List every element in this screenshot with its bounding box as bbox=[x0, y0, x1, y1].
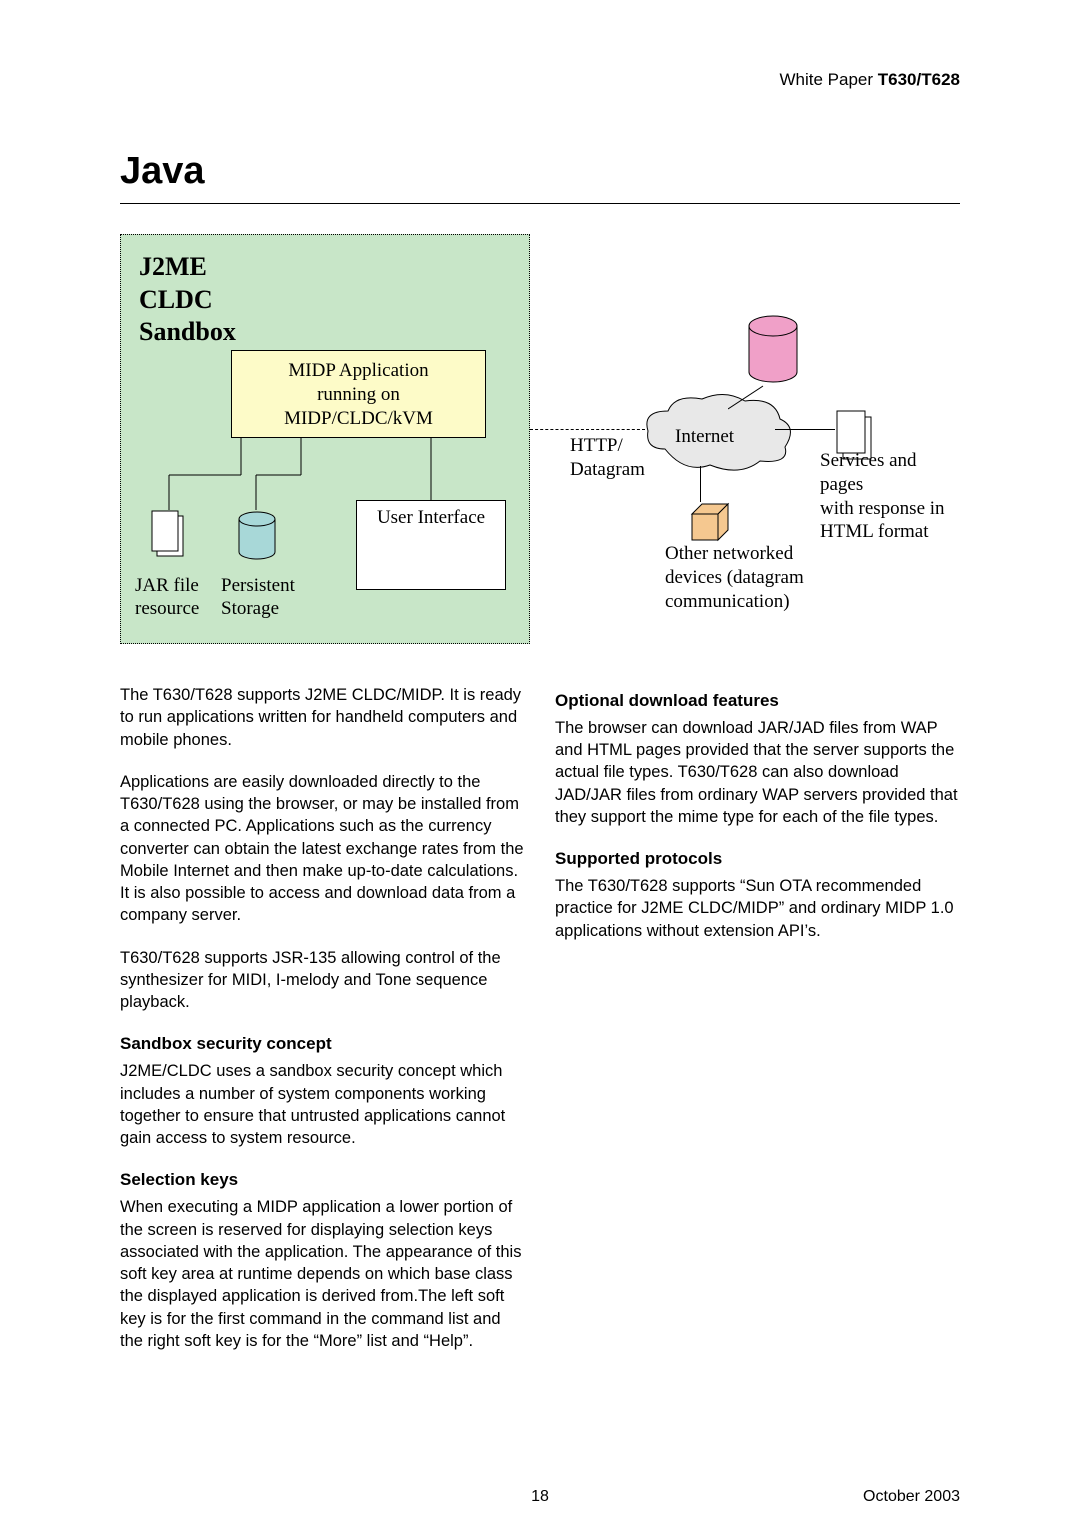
app-l3: MIDP/CLDC/kVM bbox=[232, 407, 485, 431]
column-right: Optional download features The browser c… bbox=[555, 684, 960, 1372]
jar-l1: JAR file bbox=[135, 575, 199, 598]
other-l3: communication) bbox=[665, 590, 804, 614]
other-label: Other networked devices (datagram commun… bbox=[665, 542, 804, 613]
footer-page: 18 bbox=[531, 1488, 549, 1506]
http-label: HTTP/ Datagram bbox=[570, 434, 645, 482]
cylinder-icon bbox=[236, 510, 278, 562]
services-l1: Services and pages bbox=[820, 449, 960, 497]
p-protocols: The T630/T628 supports “Sun OTA recommen… bbox=[555, 875, 960, 942]
p-jsr: T630/T628 supports JSR-135 allowing cont… bbox=[120, 947, 525, 1014]
header: White Paper T630/T628 bbox=[780, 70, 961, 90]
sandbox-title-l1: J2ME bbox=[139, 251, 236, 284]
sandbox-title: J2ME CLDC Sandbox bbox=[139, 251, 236, 349]
p-download: Applications are easily downloaded direc… bbox=[120, 771, 525, 927]
ui-box: User Interface bbox=[356, 500, 506, 590]
server-cylinder-icon bbox=[745, 314, 801, 386]
header-prefix: White Paper bbox=[780, 70, 878, 89]
app-l1: MIDP Application bbox=[232, 359, 485, 383]
jar-label: JAR file resource bbox=[135, 575, 199, 621]
app-box: MIDP Application running on MIDP/CLDC/kV… bbox=[231, 350, 486, 438]
h-optional: Optional download features bbox=[555, 690, 960, 713]
storage-l2: Storage bbox=[221, 598, 295, 621]
dashed-connector bbox=[530, 429, 645, 430]
internet-label: Internet bbox=[675, 426, 734, 448]
p-optional: The browser can download JAR/JAD files f… bbox=[555, 717, 960, 828]
p-selection: When executing a MIDP application a lowe… bbox=[120, 1196, 525, 1352]
http-l2: Datagram bbox=[570, 458, 645, 482]
jar-l2: resource bbox=[135, 598, 199, 621]
title-rule bbox=[120, 203, 960, 204]
p-intro: The T630/T628 supports J2ME CLDC/MIDP. I… bbox=[120, 684, 525, 751]
services-connector bbox=[775, 429, 835, 430]
http-l1: HTTP/ bbox=[570, 434, 645, 458]
h-selection: Selection keys bbox=[120, 1169, 525, 1192]
ui-box-label: User Interface bbox=[377, 507, 485, 528]
pink-connector bbox=[728, 384, 778, 414]
document-page: White Paper T630/T628 Java J2ME CLDC San… bbox=[0, 0, 1080, 1528]
other-l2: devices (datagram bbox=[665, 566, 804, 590]
column-left: The T630/T628 supports J2ME CLDC/MIDP. I… bbox=[120, 684, 525, 1372]
services-l3: HTML format bbox=[820, 520, 960, 544]
sandbox-box: J2ME CLDC Sandbox MIDP Application runni… bbox=[120, 234, 530, 644]
sandbox-title-l2: CLDC bbox=[139, 284, 236, 317]
text-columns: The T630/T628 supports J2ME CLDC/MIDP. I… bbox=[120, 684, 960, 1372]
orange-connector bbox=[700, 466, 701, 502]
footer-date: October 2003 bbox=[863, 1488, 960, 1506]
services-l2: with response in bbox=[820, 497, 960, 521]
storage-l1: Persistent bbox=[221, 575, 295, 598]
p-sandbox: J2ME/CLDC uses a sandbox security concep… bbox=[120, 1060, 525, 1149]
document-icon bbox=[151, 510, 189, 562]
other-l1: Other networked bbox=[665, 542, 804, 566]
h-sandbox: Sandbox security concept bbox=[120, 1033, 525, 1056]
app-l2: running on bbox=[232, 383, 485, 407]
services-label: Services and pages with response in HTML… bbox=[820, 449, 960, 544]
h-protocols: Supported protocols bbox=[555, 848, 960, 871]
storage-label: Persistent Storage bbox=[221, 575, 295, 621]
header-model: T630/T628 bbox=[878, 70, 960, 89]
sandbox-title-l3: Sandbox bbox=[139, 316, 236, 349]
page-title: Java bbox=[120, 150, 960, 193]
cube-icon bbox=[690, 502, 734, 544]
architecture-diagram: J2ME CLDC Sandbox MIDP Application runni… bbox=[120, 234, 960, 654]
